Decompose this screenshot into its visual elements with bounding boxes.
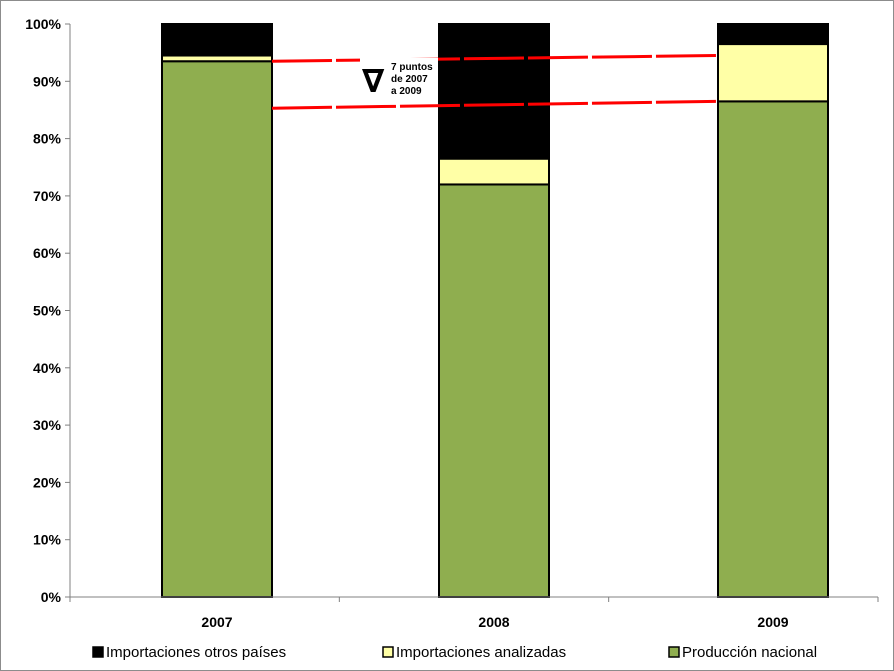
annotation-text-line: a 2009 (391, 86, 422, 97)
annotation-upper-line (271, 54, 719, 63)
legend-label: Producción nacional (682, 644, 817, 661)
y-tick-label: 40% (33, 360, 62, 376)
bar-segment-2008-2 (438, 23, 550, 160)
annotation-text-line: de 2007 (391, 74, 428, 85)
legend-swatch (382, 646, 394, 658)
y-tick-label: 20% (33, 474, 62, 490)
legend-label: Importaciones analizadas (396, 644, 566, 661)
y-tick-label: 80% (33, 131, 62, 147)
y-tick-label: 50% (33, 303, 62, 319)
bar-segment-2008-0 (438, 183, 550, 598)
y-tick-label: 100% (25, 16, 61, 32)
legend-swatch (92, 646, 104, 658)
y-tick-label: 70% (33, 188, 62, 204)
y-tick-label: 90% (33, 73, 62, 89)
annotation-triangle-icon: ∇ (362, 63, 385, 99)
y-tick-label: 60% (33, 245, 62, 261)
bar-segment-2009-1 (717, 43, 829, 103)
legend: Importaciones otros países Importaciones … (92, 644, 817, 661)
bar-segment-2007-2 (161, 23, 273, 57)
y-axis: 0% 10% 20% 30% 40% 50% 60% 70% 80% 90% 100% (25, 16, 71, 605)
x-axis: 2007 2008 2009 (69, 596, 879, 630)
bar-segment-2007-0 (161, 60, 273, 599)
y-tick-label: 0% (41, 589, 62, 605)
legend-label: Importaciones otros países (106, 644, 286, 661)
bar-segment-2008-1 (438, 157, 550, 186)
annotation-text-line: 7 puntos (391, 62, 433, 73)
bar-segment-2009-2 (717, 23, 829, 46)
annotation-background (360, 58, 438, 101)
annotation-lower-line (271, 99, 719, 110)
y-tick-label: 10% (33, 532, 62, 548)
y-tick-label: 30% (33, 417, 62, 433)
x-category-label: 2008 (478, 614, 509, 630)
x-category-label: 2009 (757, 614, 788, 630)
legend-swatch (668, 646, 680, 658)
bars (161, 23, 829, 599)
bar-segment-2009-0 (717, 100, 829, 598)
x-category-label: 2007 (201, 614, 232, 630)
